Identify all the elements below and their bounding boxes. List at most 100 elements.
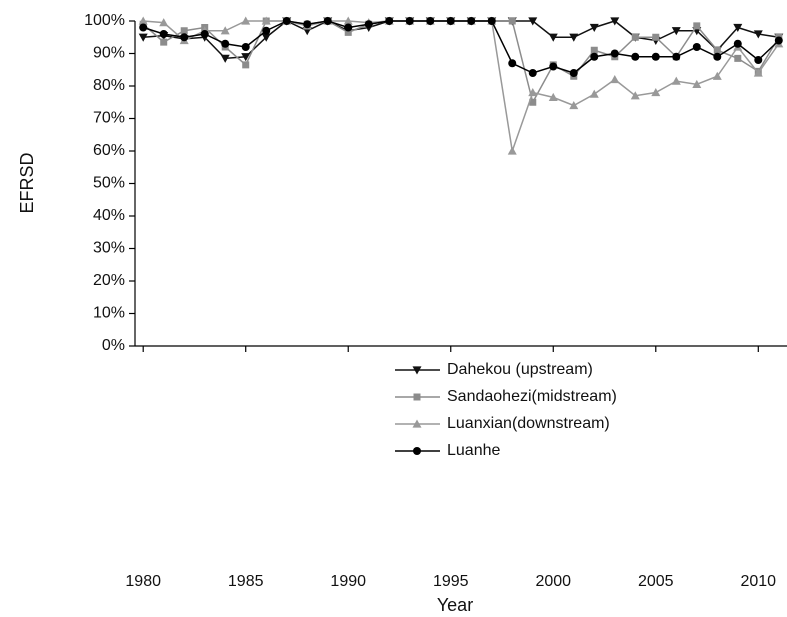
data-point (610, 17, 620, 26)
legend-marker (412, 366, 422, 375)
series-line (142, 20, 780, 105)
data-point (405, 17, 414, 25)
data-point (528, 69, 537, 77)
data-point (692, 43, 701, 51)
legend-marker (412, 419, 422, 428)
data-point (734, 54, 742, 62)
data-point (590, 46, 598, 54)
data-point (343, 16, 353, 25)
data-point (569, 69, 578, 77)
data-point (242, 61, 250, 69)
x-tick-label: 1980 (125, 573, 161, 590)
data-point (282, 17, 291, 25)
data-point (344, 28, 352, 36)
legend-label: Luanxian(downstream) (447, 415, 610, 432)
data-point (159, 30, 168, 38)
data-point (753, 68, 763, 77)
data-point (344, 23, 353, 32)
y-tick-label: 20% (93, 272, 125, 289)
data-point (508, 17, 516, 25)
data-point (733, 23, 743, 32)
y-tick-label: 50% (93, 175, 125, 192)
data-point (713, 52, 722, 61)
data-point (651, 52, 660, 61)
data-point (385, 17, 394, 25)
y-tick-label: 10% (93, 305, 125, 322)
data-point (528, 88, 538, 97)
data-point (713, 46, 721, 54)
data-point (262, 26, 271, 35)
data-point (672, 52, 681, 61)
data-point (180, 33, 189, 42)
legend-label: Dahekou (upstream) (447, 361, 593, 378)
x-tick-label: 2000 (535, 573, 571, 590)
data-point (671, 76, 681, 85)
data-point (590, 52, 599, 61)
data-point (528, 17, 538, 26)
data-point (589, 23, 599, 32)
legend-marker (413, 447, 421, 455)
data-point (180, 27, 188, 35)
data-point (610, 49, 619, 58)
data-point (241, 43, 250, 51)
x-axis-label: Year (437, 595, 473, 615)
data-point (753, 30, 763, 39)
data-point (569, 101, 579, 110)
data-point (261, 33, 271, 42)
data-point (220, 54, 230, 63)
data-point (693, 22, 701, 30)
y-tick-label: 60% (93, 142, 125, 159)
y-tick-label: 100% (84, 12, 125, 29)
data-point (651, 88, 661, 97)
data-point (200, 30, 209, 38)
data-point (508, 59, 517, 68)
data-point (241, 53, 251, 62)
data-point (323, 17, 332, 25)
y-tick-label: 30% (93, 240, 125, 257)
series-line (143, 20, 780, 152)
data-point (733, 39, 742, 48)
data-point (467, 17, 476, 25)
data-point (548, 33, 558, 42)
data-point (507, 146, 517, 155)
legend-marker (413, 393, 421, 401)
y-tick-label: 90% (93, 45, 125, 62)
data-point (671, 27, 681, 36)
data-point (692, 79, 702, 88)
y-axis-label: EFRSD (17, 152, 37, 213)
data-point (529, 98, 537, 106)
data-point (139, 23, 148, 32)
data-point (221, 39, 230, 48)
data-point (426, 17, 435, 25)
data-point (241, 16, 251, 25)
data-point (160, 38, 168, 46)
data-point (712, 71, 722, 80)
data-point (303, 20, 312, 29)
data-point (631, 52, 640, 61)
data-point (610, 75, 620, 84)
data-point (589, 89, 599, 98)
data-point (548, 92, 558, 101)
x-tick-label: 2010 (740, 573, 776, 590)
data-point (446, 17, 455, 25)
x-tick-label: 2005 (638, 573, 674, 590)
x-tick-label: 1990 (330, 573, 366, 590)
legend-label: Luanhe (447, 442, 500, 459)
data-point (631, 33, 639, 41)
data-point (549, 62, 558, 71)
data-point (569, 33, 579, 42)
legend-label: Sandaohezi(midstream) (447, 388, 617, 405)
data-point (138, 16, 148, 25)
data-point (754, 56, 763, 64)
data-point (220, 26, 230, 35)
y-tick-label: 40% (93, 207, 125, 224)
data-point (652, 33, 660, 41)
data-point (774, 36, 783, 45)
data-point (364, 20, 373, 29)
x-tick-label: 1995 (433, 573, 469, 590)
data-point (159, 18, 169, 27)
data-point (487, 17, 496, 25)
x-tick-label: 1985 (228, 573, 264, 590)
y-tick-label: 70% (93, 110, 125, 127)
